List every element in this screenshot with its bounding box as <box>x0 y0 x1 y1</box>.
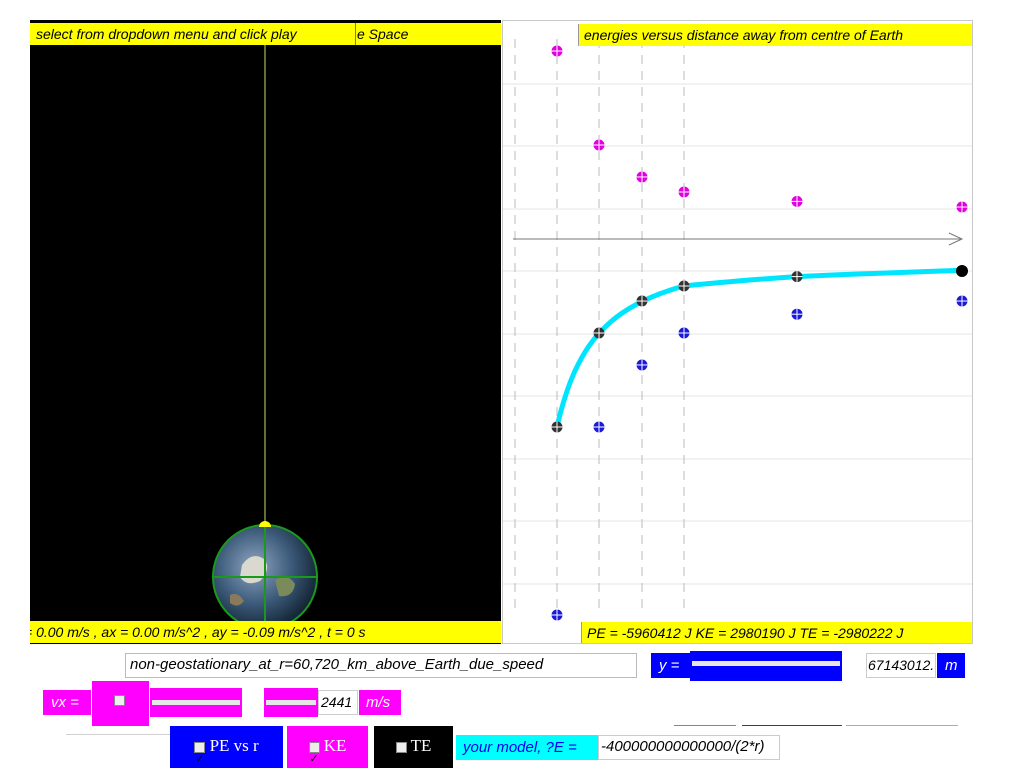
separator-red <box>674 725 736 726</box>
ke-toggle-label: KE <box>323 736 347 755</box>
energy-chart <box>503 39 972 621</box>
ke-toggle-button[interactable]: KE <box>287 726 368 779</box>
data-point-pe <box>593 421 605 433</box>
earth-icon <box>212 524 318 630</box>
chart-axis <box>513 232 964 246</box>
satellite-marker <box>259 521 271 527</box>
data-point-te <box>636 295 648 307</box>
data-point-ke <box>593 139 605 151</box>
ke-checkbox[interactable] <box>308 739 320 779</box>
data-point-te <box>678 280 690 292</box>
model-curve <box>554 267 965 430</box>
energy-graph-panel: energies versus distance away from centr… <box>502 20 973 644</box>
scenario-dropdown[interactable]: non-geostationary_at_r=60,720_km_above_E… <box>125 653 637 678</box>
x-axis-arrow-icon <box>948 232 964 246</box>
data-point-pe <box>551 609 563 621</box>
y-value-field[interactable]: 67143012. <box>866 653 936 678</box>
data-point-ke <box>678 186 690 198</box>
data-point-pe <box>678 327 690 339</box>
vx-lock-toggle[interactable] <box>92 681 149 726</box>
pe-checkbox[interactable] <box>194 739 206 779</box>
data-point-pe <box>791 308 803 320</box>
vx-slider[interactable] <box>150 688 242 717</box>
data-point-te <box>791 271 803 283</box>
data-point-pe <box>956 295 968 307</box>
pe-toggle-button[interactable]: PE vs r <box>170 726 283 779</box>
separator-gray <box>66 734 170 735</box>
data-points <box>551 45 968 621</box>
simulation-view[interactable]: select from dropdown menu and click play… <box>30 20 501 644</box>
vx-lock-checkbox[interactable] <box>114 695 125 706</box>
data-point-pe <box>636 359 648 371</box>
pe-toggle-label: PE vs r <box>209 736 259 755</box>
y-slider[interactable] <box>690 651 842 681</box>
vx-slider-track <box>152 700 240 705</box>
current-position-marker <box>956 264 968 277</box>
energy-readout: PE = -5960412 J KE = 2980190 J TE = -298… <box>581 622 972 643</box>
vx-slider-2-track <box>266 700 316 705</box>
model-label: your model, ?E = <box>456 735 598 760</box>
y-unit: m <box>937 653 965 678</box>
separator-orange <box>846 725 958 726</box>
orbit-canvas <box>212 44 318 630</box>
y-label: y = <box>651 653 691 678</box>
te-toggle-button[interactable]: TE <box>374 726 453 779</box>
te-toggle-label: TE <box>410 736 432 755</box>
te-checkbox[interactable] <box>395 739 407 779</box>
vx-value-field[interactable]: 2441 <box>318 690 358 715</box>
data-point-ke <box>551 45 563 57</box>
chart-title: energies versus distance away from centr… <box>578 24 972 46</box>
kinematics-readout: = 0.00 m/s , ax = 0.00 m/s^2 , ay = -0.0… <box>30 621 501 643</box>
status-hint: select from dropdown menu and click play <box>30 23 355 45</box>
model-expression-field[interactable]: -400000000000000/(2*r) <box>598 735 780 760</box>
data-point-te <box>593 327 605 339</box>
sim-title: e Space <box>355 23 501 45</box>
separator-dark <box>742 725 842 726</box>
data-point-ke <box>791 195 803 207</box>
y-slider-track <box>692 661 840 666</box>
vx-label: vx = <box>43 690 91 715</box>
chart-grid <box>503 39 972 611</box>
data-point-ke <box>956 201 968 213</box>
data-point-ke <box>636 171 648 183</box>
vx-slider-2[interactable] <box>264 688 318 717</box>
vx-unit: m/s <box>359 690 401 715</box>
data-point-te <box>551 421 563 433</box>
